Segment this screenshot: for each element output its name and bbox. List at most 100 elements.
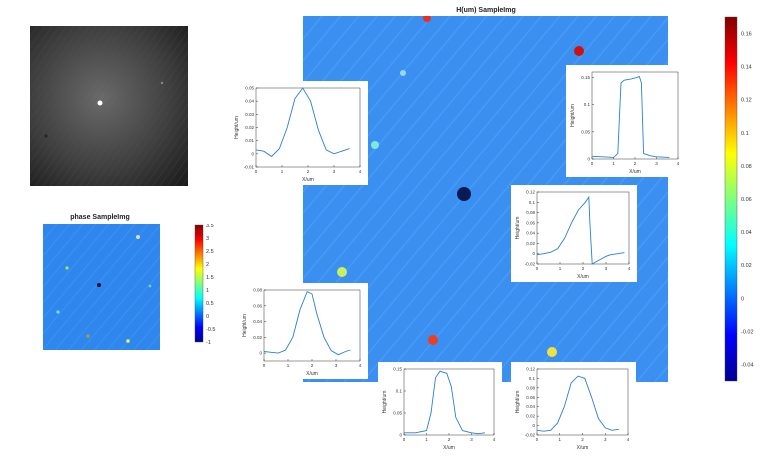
y-tick-label: 0 — [532, 251, 535, 256]
profile-plot-1: 0 1 2 3 4 -0.01 0 0.01 0.02 0.03 0.04 0.05 X/um Heigh… — [230, 81, 368, 185]
colorbar-tick-label: -0.5 — [206, 327, 215, 333]
x-tick-label: 0 — [591, 161, 594, 166]
y-tick-label: 0.04 — [245, 99, 254, 104]
y-tick-label: 0.1 — [529, 376, 536, 381]
y-tick-label: 0 — [587, 157, 590, 162]
y-tick-label: 0.04 — [526, 404, 535, 409]
x-tick-label: 1 — [287, 363, 290, 368]
profile-plot-5: 0 1 2 3 4 0 0.05 0.1 0.15 X/um Height/um — [378, 362, 502, 453]
height-spot — [423, 16, 431, 22]
plot-axes-box — [591, 71, 679, 160]
x-tick-label: 1 — [559, 266, 562, 271]
phase-colorbar: 3.5 3 2.5 2 1.5 1 0.5 0 -0.5 -1 — [194, 224, 215, 346]
x-tick-label: 2 — [581, 437, 584, 442]
x-tick-label: 1 — [612, 161, 615, 166]
y-axis-label: Height/um — [242, 314, 248, 337]
height-spot — [547, 347, 557, 357]
y-tick-label: 0.05 — [581, 129, 590, 134]
colorbar-tick-label: 0.12 — [741, 98, 752, 104]
x-tick-label: 3 — [470, 437, 473, 442]
x-tick-label: 0 — [403, 437, 406, 442]
y-tick-label: 0 — [259, 351, 262, 356]
colorbar-tick-label: 0.1 — [741, 131, 749, 137]
x-tick-label: 3 — [655, 161, 658, 166]
plot-axes-box — [255, 87, 361, 168]
colorbar-tick-label: 1 — [206, 288, 209, 294]
x-tick-label: 0 — [255, 169, 258, 174]
y-tick-label: 0.05 — [245, 86, 254, 91]
x-axis-label: X/um — [577, 445, 589, 451]
colorbar-tick-label: 2 — [206, 262, 209, 268]
x-tick-label: 2 — [448, 437, 451, 442]
y-axis-label: Height/um — [382, 391, 388, 414]
profile-plot-2: 0 1 2 3 4 0 0.05 0.1 0.15 X/um Height/um — [566, 65, 686, 177]
x-tick-label: 4 — [359, 363, 362, 368]
y-tick-label: 0.1 — [529, 200, 536, 205]
y-tick-label: -0.02 — [525, 262, 536, 267]
x-tick-label: 1 — [425, 437, 428, 442]
phase-map-image — [43, 224, 160, 350]
height-spot — [371, 141, 379, 149]
profile-series-line — [404, 370, 486, 435]
plot-axes-box — [536, 191, 630, 265]
y-tick-label: 0.08 — [526, 385, 535, 390]
x-tick-label: 4 — [359, 169, 362, 174]
x-tick-label: 2 — [582, 266, 585, 271]
y-tick-label: 0.05 — [393, 411, 402, 416]
height-colorbar: 0.16 0.14 0.12 0.1 0.08 0.06 0.04 0.02 0 -0.02 -0.… — [724, 16, 754, 382]
profile-series-line — [536, 375, 619, 432]
phase-map-title: phase SampleImg — [70, 214, 130, 221]
y-tick-label: 0.01 — [245, 138, 254, 143]
plot-axes-box — [536, 368, 629, 436]
colorbar-tick-label: 0 — [206, 314, 209, 320]
y-tick-label: 0.02 — [526, 414, 535, 419]
x-axis-label: X/um — [577, 274, 589, 280]
y-tick-label: 0.02 — [526, 241, 535, 246]
colorbar-tick-label: 0.5 — [206, 301, 214, 307]
y-axis-label: Height/um — [234, 116, 240, 139]
raw-grayscale-image — [30, 26, 188, 186]
colorbar-tick-label: -0.02 — [741, 329, 754, 335]
y-tick-label: 0.08 — [253, 288, 262, 293]
y-tick-label: 0 — [399, 433, 402, 438]
y-tick-label: 0.04 — [526, 231, 535, 236]
x-tick-label: 2 — [634, 161, 637, 166]
y-tick-label: 0.06 — [526, 395, 535, 400]
colorbar-tick-label: 0.06 — [741, 197, 752, 203]
profile-plot-4: 0 1 2 3 4 0 0.02 0.04 0.06 0.08 X/um Height/um — [238, 283, 368, 379]
y-tick-label: 0.04 — [253, 319, 262, 324]
x-axis-label: X/um — [629, 169, 641, 175]
x-tick-label: 0 — [536, 437, 539, 442]
y-axis-label: Height/um — [515, 391, 521, 414]
y-tick-label: 0.15 — [581, 75, 590, 80]
profile-series-line — [263, 290, 351, 356]
x-tick-label: 4 — [493, 437, 496, 442]
y-tick-label: -0.02 — [525, 433, 536, 438]
x-tick-label: 1 — [558, 437, 561, 442]
colorbar-tick-label: -0.04 — [741, 362, 754, 368]
x-tick-label: 3 — [604, 437, 607, 442]
profile-series-line — [591, 75, 670, 158]
x-axis-label: X/um — [443, 445, 455, 451]
x-tick-label: 0 — [263, 363, 266, 368]
colorbar-tick-label: -1 — [206, 340, 211, 346]
colorbar-tick-label: 3.5 — [206, 224, 214, 229]
x-axis-label: X/um — [302, 177, 314, 183]
y-tick-label: 0.12 — [526, 190, 535, 195]
y-tick-label: -0.01 — [244, 165, 255, 170]
colorbar-tick-label: 1.5 — [206, 275, 214, 281]
x-tick-label: 1 — [281, 169, 284, 174]
y-tick-label: 0.06 — [253, 303, 262, 308]
height-spot — [337, 267, 347, 277]
y-tick-label: 0.08 — [526, 210, 535, 215]
colorbar-tick-label: 0.16 — [741, 32, 752, 38]
y-tick-label: 0.06 — [526, 220, 535, 225]
x-tick-label: 4 — [628, 266, 631, 271]
plot-axes-box — [263, 289, 361, 362]
x-axis-label: X/um — [306, 371, 318, 377]
y-axis-label: Height/um — [515, 217, 521, 240]
profile-plot-3: 0 1 2 3 4 -0.02 0 0.02 0.04 0.06 0.08 0.1 0.12 X/um He… — [511, 185, 637, 282]
y-tick-label: 0.1 — [396, 389, 403, 394]
x-tick-label: 0 — [536, 266, 539, 271]
y-axis-label: Height/um — [570, 104, 576, 127]
